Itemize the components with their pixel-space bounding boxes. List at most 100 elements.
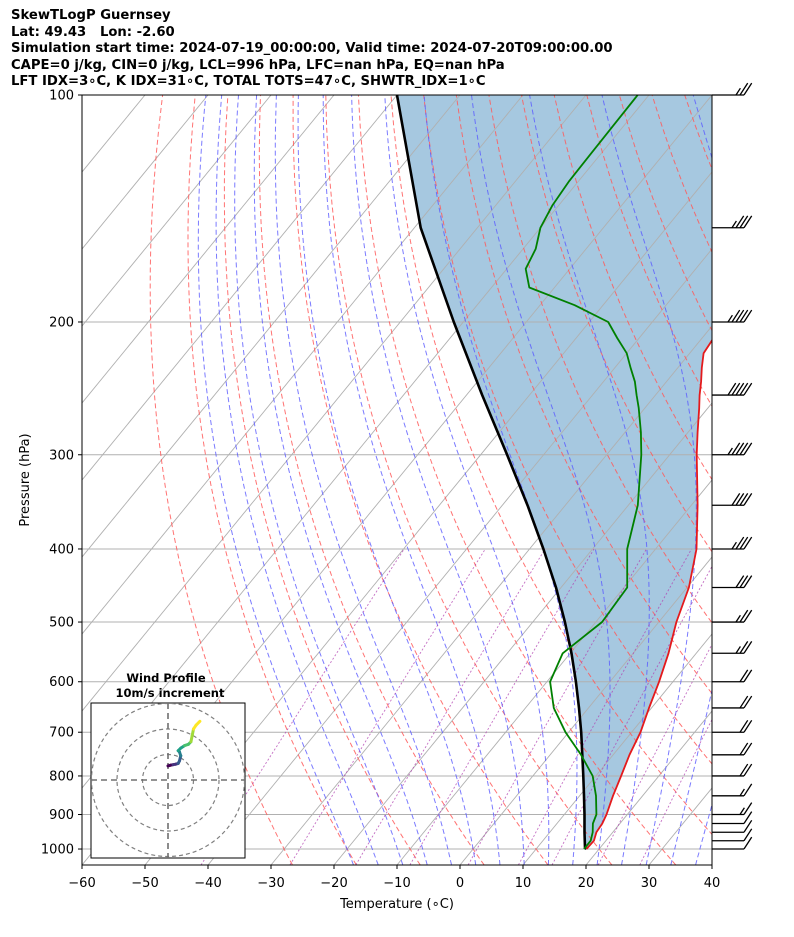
x-tick-label: 40 xyxy=(704,876,721,891)
barb-feather xyxy=(743,695,753,709)
x-tick-label: 30 xyxy=(641,876,658,891)
barb-feather xyxy=(743,719,753,733)
barb-feather xyxy=(731,382,741,396)
isotherm xyxy=(82,95,335,404)
isotherm xyxy=(270,325,712,865)
y-tick-label: 1000 xyxy=(41,843,74,858)
location-line: Lat: 49.43 Lon: -2.60 xyxy=(11,24,175,40)
x-tick-label: −20 xyxy=(320,876,347,891)
x-tick-label: −30 xyxy=(257,876,284,891)
barb-feather xyxy=(743,215,753,229)
moist-adiabat xyxy=(529,95,650,865)
plot-area xyxy=(82,95,794,865)
barb-feather xyxy=(739,82,749,96)
moist-adiabat xyxy=(215,95,379,865)
barb-feather xyxy=(731,541,737,550)
barb-feather xyxy=(743,669,753,683)
barb-feather xyxy=(739,719,749,733)
isotherm xyxy=(333,402,712,865)
moist-adiabat xyxy=(274,95,452,865)
isotherm xyxy=(82,95,398,481)
y-tick-label: 700 xyxy=(49,726,74,741)
isotherm xyxy=(522,633,712,865)
barb-feather xyxy=(739,640,749,654)
barb-feather xyxy=(743,783,753,797)
moist-adiabat xyxy=(197,95,354,865)
barb-feather xyxy=(735,575,745,588)
wind-barb xyxy=(712,742,753,756)
x-tick-label: 10 xyxy=(515,876,532,891)
barb-feather xyxy=(739,788,745,797)
dry-adiabat xyxy=(187,95,357,865)
index-line: LFT IDX=3∘C, K IDX=31∘C, TOTAL TOTS=47∘C… xyxy=(11,74,486,89)
wind-barb xyxy=(712,719,753,733)
x-tick-label: 0 xyxy=(456,876,464,891)
dry-adiabat xyxy=(325,95,613,865)
barb-feather xyxy=(743,836,753,850)
barb-feather xyxy=(739,695,749,709)
wind-barb xyxy=(712,640,753,654)
x-tick-label: 20 xyxy=(578,876,595,891)
barb-feather xyxy=(731,309,741,323)
chart-title: SkewTLogP Guernsey xyxy=(11,8,171,23)
moist-adiabat xyxy=(720,95,794,865)
isotherm xyxy=(82,95,524,635)
hodograph-segment xyxy=(194,719,202,727)
barb-feather xyxy=(743,742,753,756)
moist-adiabat xyxy=(351,95,525,865)
hodograph-title: Wind Profile xyxy=(126,671,206,685)
barb-feather xyxy=(727,447,733,456)
isotherm xyxy=(207,248,712,865)
moist-adiabat xyxy=(384,95,550,865)
isotherm xyxy=(775,95,794,865)
isotherm xyxy=(459,556,712,865)
dry-adiabat xyxy=(390,95,712,836)
barb-feather xyxy=(735,87,741,96)
dewpoint-line xyxy=(524,95,643,850)
barb-feather xyxy=(743,811,753,824)
parcel-path-line xyxy=(395,95,588,850)
x-tick-label: −40 xyxy=(194,876,221,891)
barb-feather xyxy=(739,742,749,756)
x-tick-label: −10 xyxy=(383,876,410,891)
isotherm xyxy=(711,864,712,865)
wind-barb xyxy=(712,215,753,229)
x-axis-label: Temperature (∘C) xyxy=(339,897,454,912)
wind-barb xyxy=(712,802,753,816)
x-tick-label: −60 xyxy=(68,876,95,891)
wind-barb xyxy=(712,82,753,96)
y-tick-label: 300 xyxy=(49,448,74,463)
wind-barb xyxy=(712,382,753,396)
isotherm xyxy=(585,710,712,865)
mixing-ratio-line xyxy=(355,548,546,865)
wind-barb xyxy=(712,783,753,797)
moist-adiabat xyxy=(601,95,697,865)
dry-adiabat xyxy=(292,95,549,865)
x-tick-label: −50 xyxy=(131,876,158,891)
barb-feather xyxy=(735,215,745,229)
mixing-ratio-line xyxy=(289,548,486,865)
barb-feather xyxy=(735,382,745,396)
moist-adiabat xyxy=(471,95,611,865)
barb-feather xyxy=(739,309,749,323)
wind-barb xyxy=(712,609,753,623)
moist-adiabat xyxy=(253,95,428,865)
barb-feather xyxy=(739,609,749,623)
barb-feather xyxy=(739,575,749,588)
dry-adiabat xyxy=(783,95,794,865)
dry-adiabat xyxy=(357,95,677,865)
isotherm xyxy=(82,95,209,250)
barb-feather xyxy=(743,819,753,833)
barb-feather xyxy=(739,442,749,456)
isotherm xyxy=(82,95,83,96)
barb-feather xyxy=(735,536,745,550)
barb-feather xyxy=(735,646,741,654)
mixing-ratio-line xyxy=(597,643,712,865)
dry-adiabat xyxy=(223,95,421,865)
hodograph-inset: Wind Profile 10m/s increment xyxy=(90,671,246,859)
barb-feather xyxy=(743,828,753,842)
dry-adiabat xyxy=(750,95,794,865)
barb-feather xyxy=(743,575,753,588)
moist-adiabat xyxy=(297,95,477,865)
